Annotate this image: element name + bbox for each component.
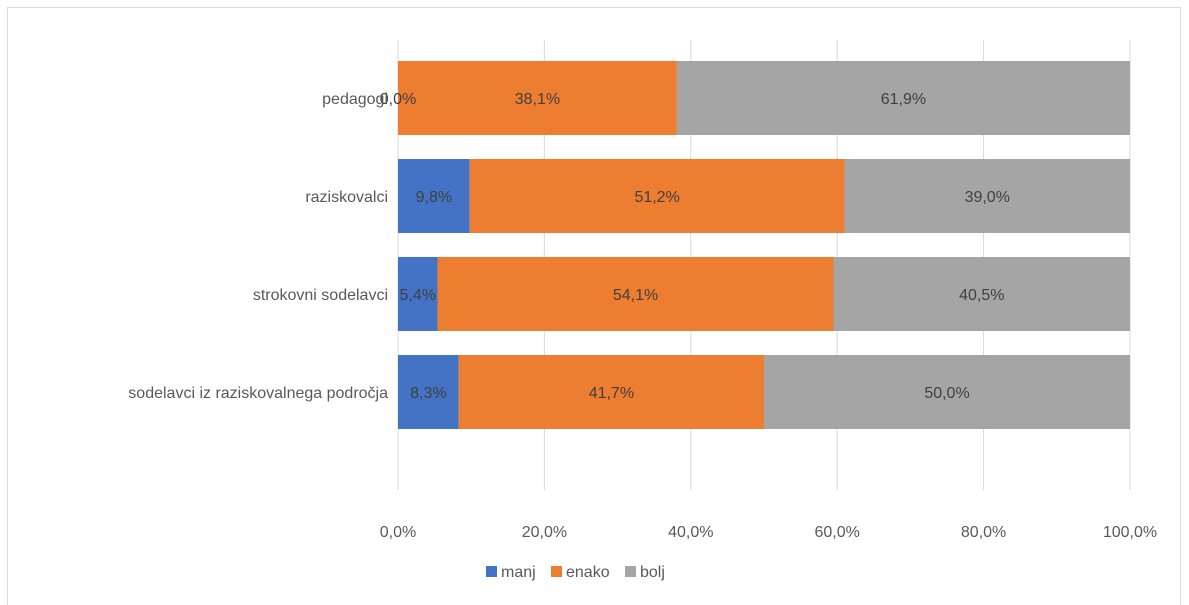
bar-segment-manj [398,257,438,331]
data-label: 5,4% [400,287,436,304]
bar-segment-enako [398,61,677,135]
bar-segment-enako [458,355,764,429]
bar-segment-enako [437,257,834,331]
legend: manj enako bolj [486,564,665,581]
x-tick-label: 80,0% [961,524,1006,541]
legend-label: bolj [640,564,665,581]
x-tick-label: 0,0% [380,524,416,541]
bars [398,61,1130,429]
x-tick-label: 60,0% [815,524,860,541]
legend-swatch-bolj [625,566,636,577]
data-label: 50,0% [924,385,969,402]
bar-segment-bolj [676,61,1130,135]
data-label: 39,0% [965,189,1010,206]
data-label: 61,9% [881,91,926,108]
bar-segment-manj [398,355,459,429]
x-tick-label: 100,0% [1103,524,1157,541]
category-label: raziskovalci [305,189,388,206]
legend-swatch-enako [551,566,562,577]
data-label: 8,3% [410,385,446,402]
legend-label: enako [566,564,610,581]
x-axis-tick-labels: 0,0% 20,0% 40,0% 60,0% 80,0% 100,0% [380,524,1157,541]
data-label: 51,2% [634,189,679,206]
bar-segment-bolj [833,257,1130,331]
legend-label: manj [501,564,536,581]
data-label: 0,0% [380,91,416,108]
data-label: 41,7% [589,385,634,402]
category-label: pedagogi [322,91,388,108]
data-label: 40,5% [959,287,1004,304]
data-label: 9,8% [416,189,452,206]
category-label: strokovni sodelavci [253,287,388,304]
bar-segment-enako [469,159,845,233]
x-tick-label: 40,0% [668,524,713,541]
data-labels: 0,0% 38,1% 61,9% 9,8% 51,2% 39,0% 5,4% 54,1% 40,… [380,91,1010,402]
category-label: sodelavci iz raziskovalnega področja [128,385,388,402]
x-tick-label: 20,0% [522,524,567,541]
data-label: 54,1% [613,287,658,304]
category-labels: pedagogi raziskovalci strokovni sodelavci s… [128,91,388,402]
bar-segment-bolj [764,355,1130,429]
chart-frame [7,7,1181,605]
bar-segment-bolj [844,159,1130,233]
legend-swatch-manj [486,566,497,577]
bar-segment-manj [398,159,470,233]
data-label: 38,1% [515,91,560,108]
